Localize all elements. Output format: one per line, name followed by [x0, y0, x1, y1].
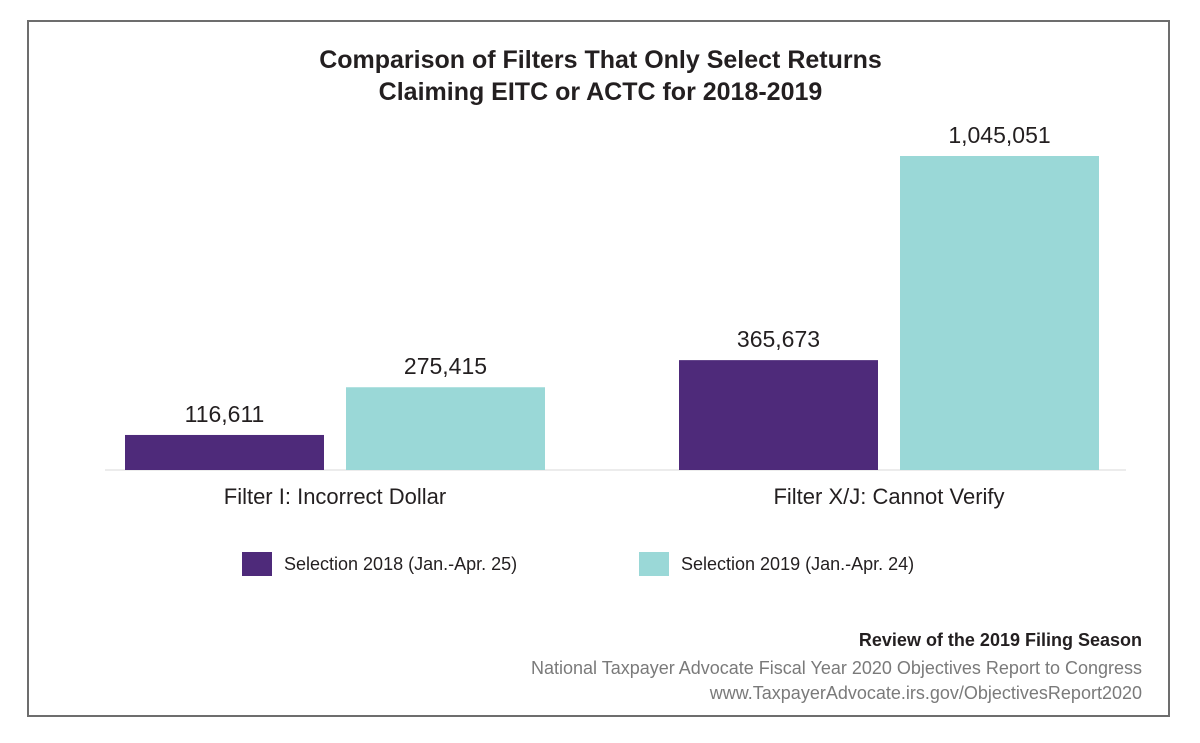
category-label-1: Filter I: Incorrect Dollar	[224, 484, 447, 509]
report-title: Review of the 2019 Filing Season	[858, 630, 1142, 650]
legend-label-2019: Selection 2019 (Jan.-Apr. 24)	[681, 553, 915, 574]
bar-2018-group-2	[679, 360, 878, 470]
chart-title-line-1: Comparison of Filters That Only Select R…	[319, 46, 882, 74]
category-label-2: Filter X/J: Cannot Verify	[773, 484, 1004, 509]
data-label-2019-group-2: 1,045,051	[948, 122, 1050, 148]
bar-2019-group-2	[900, 156, 1099, 470]
legend-label-2018: Selection 2018 (Jan.-Apr. 25)	[284, 553, 518, 574]
data-label-2018-group-1: 116,611	[185, 401, 265, 427]
legend-swatch-2018	[242, 552, 272, 576]
bar-2018-group-1	[125, 434, 324, 470]
chart-frame: Comparison of Filters That Only Select R…	[27, 20, 1170, 717]
data-label-2018-group-2: 365,673	[737, 326, 820, 352]
report-url: www.TaxpayerAdvocate.irs.gov/ObjectivesR…	[709, 683, 1142, 703]
chart-title: Comparison of Filters That Only Select R…	[29, 44, 1172, 108]
report-subtitle: National Taxpayer Advocate Fiscal Year 2…	[530, 658, 1142, 678]
bar-plot: 116,611 275,415 Filter I: Incorrect Dollar…	[105, 122, 1126, 509]
chart-title-line-2: Claiming EITC or ACTC for 2018-2019	[378, 78, 823, 106]
legend-item-2018: Selection 2018 (Jan.-Apr. 25)	[242, 552, 517, 576]
data-label-2019-group-1: 275,415	[404, 353, 487, 379]
legend-item-2019: Selection 2019 (Jan.-Apr. 24)	[639, 552, 914, 576]
legend-swatch-2019	[639, 552, 669, 576]
bar-2019-group-1	[346, 387, 545, 470]
